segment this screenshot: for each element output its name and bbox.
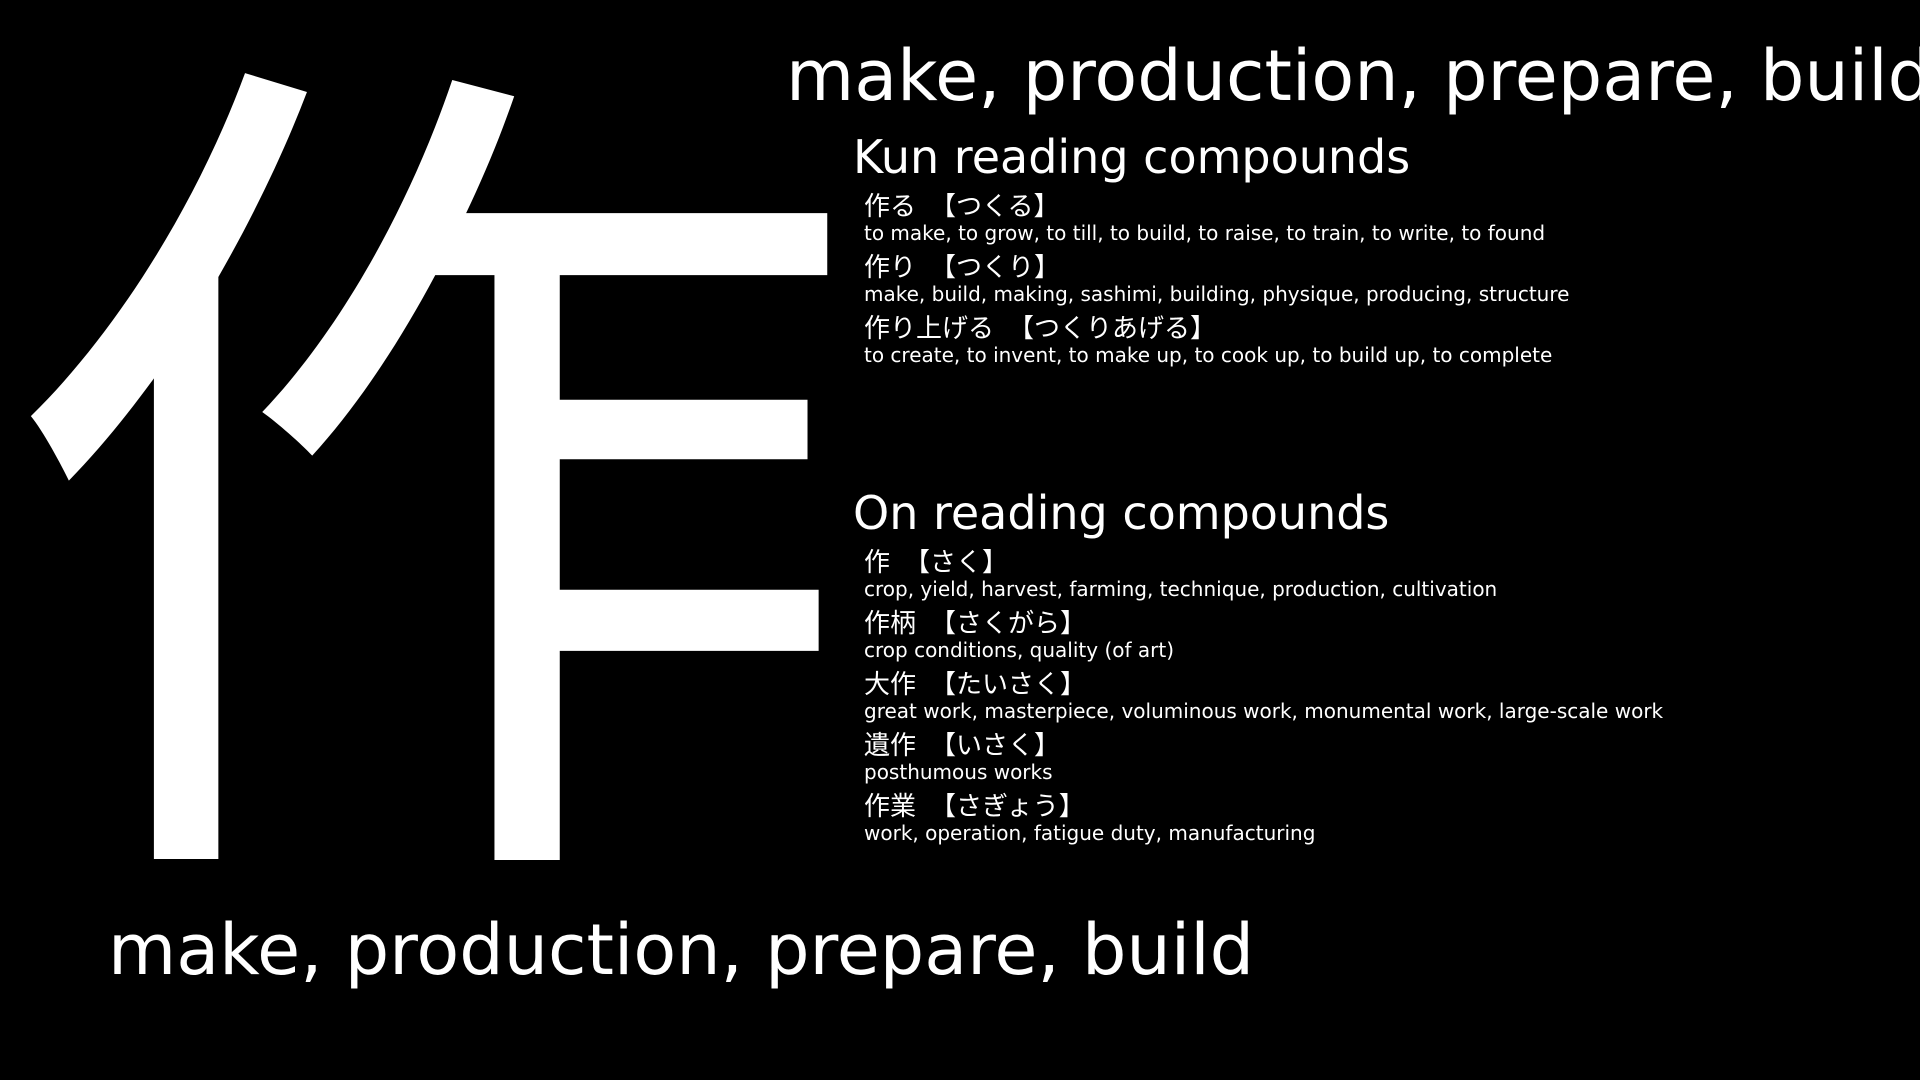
entry-word: 作業 xyxy=(864,792,917,822)
entry-word: 作柄 xyxy=(864,609,917,639)
entry-gloss: posthumous works xyxy=(864,760,1053,784)
entry-reading: 【さくがら】 xyxy=(930,609,1087,639)
kun-entry: 作る 【つくる】 to make, to grow, to till, to bu… xyxy=(864,192,1569,244)
entry-reading: 【つくり】 xyxy=(930,253,1061,283)
on-entry-list: 作【さく】 crop, yield, harvest, farming, tec… xyxy=(853,548,1663,844)
kun-entry: 作り上げる 【つくりあげる】 to create, to invent, to m… xyxy=(864,314,1569,366)
entry-head: 大作 【たいさく】 xyxy=(864,670,1663,700)
entry-word: 作り上げる xyxy=(864,314,995,344)
on-entry: 大作 【たいさく】 great work, masterpiece, volumi… xyxy=(864,670,1663,722)
kun-reading-section: Kun reading compounds 作る 【つくる】 to make, t… xyxy=(853,130,1569,375)
entry-word: 大作 xyxy=(864,670,917,700)
meaning-heading: make, production, prepare, build xyxy=(786,35,1920,117)
on-entry: 遺作 【いさく】 posthumous works xyxy=(864,731,1663,783)
entry-reading: 【さぎょう】 xyxy=(930,792,1085,822)
entry-word: 遺作 xyxy=(864,731,917,761)
on-entry: 作柄 【さくがら】 crop conditions, quality (of ar… xyxy=(864,609,1663,661)
entry-head: 遺作 【いさく】 xyxy=(864,731,1663,761)
entry-reading: 【さく】 xyxy=(904,548,1009,578)
meaning-footer: make, production, prepare, build xyxy=(108,909,1255,991)
entry-gloss: to create, to invent, to make up, to coo… xyxy=(864,343,1553,367)
entry-head: 作柄 【さくがら】 xyxy=(864,609,1663,639)
kun-section-title: Kun reading compounds xyxy=(853,130,1411,184)
entry-reading: 【いさく】 xyxy=(930,731,1061,761)
entry-gloss: great work, masterpiece, voluminous work… xyxy=(864,699,1664,723)
entry-gloss: crop conditions, quality (of art) xyxy=(864,638,1175,662)
kun-entry-list: 作る 【つくる】 to make, to grow, to till, to bu… xyxy=(853,192,1569,366)
entry-reading: 【つくりあげる】 xyxy=(1008,314,1217,344)
entry-head: 作る 【つくる】 xyxy=(864,192,1569,222)
entry-gloss: work, operation, fatigue duty, manufactu… xyxy=(864,821,1316,845)
entry-word: 作り xyxy=(864,253,917,283)
entry-head: 作【さく】 xyxy=(864,548,1663,578)
entry-gloss: to make, to grow, to till, to build, to … xyxy=(864,221,1546,245)
entry-reading: 【つくる】 xyxy=(930,192,1060,222)
entry-reading: 【たいさく】 xyxy=(930,670,1087,700)
entry-head: 作業 【さぎょう】 xyxy=(864,792,1663,822)
entry-head: 作り上げる 【つくりあげる】 xyxy=(864,314,1569,344)
kun-entry: 作り 【つくり】 make, build, making, sashimi, bu… xyxy=(864,253,1569,305)
on-entry: 作【さく】 crop, yield, harvest, farming, tec… xyxy=(864,548,1663,600)
on-section-title: On reading compounds xyxy=(853,486,1390,540)
on-entry: 作業 【さぎょう】 work, operation, fatigue duty, … xyxy=(864,792,1663,844)
entry-word: 作 xyxy=(864,548,891,578)
entry-head: 作り 【つくり】 xyxy=(864,253,1569,283)
entry-word: 作る xyxy=(864,192,917,222)
on-reading-section: On reading compounds 作【さく】 crop, yield, … xyxy=(853,486,1663,853)
kanji-character: 作 xyxy=(0,0,860,995)
entry-gloss: crop, yield, harvest, farming, technique… xyxy=(864,577,1498,601)
entry-gloss: make, build, making, sashimi, building, … xyxy=(864,282,1570,306)
